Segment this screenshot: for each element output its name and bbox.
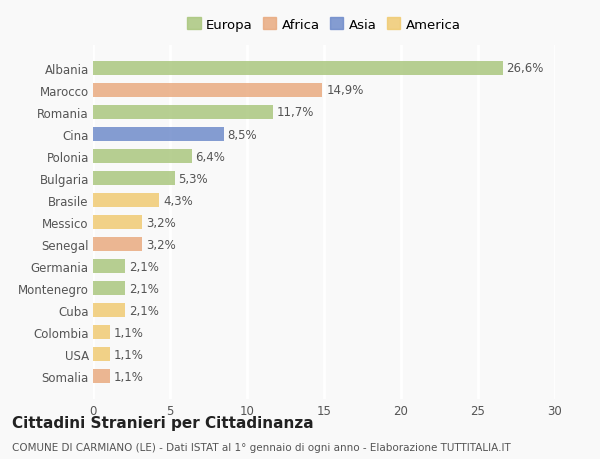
Bar xyxy=(93,347,110,361)
Text: 2,1%: 2,1% xyxy=(129,304,159,317)
Text: 2,1%: 2,1% xyxy=(129,282,159,295)
Text: 1,1%: 1,1% xyxy=(114,370,143,383)
Bar xyxy=(93,282,125,295)
Text: 11,7%: 11,7% xyxy=(277,106,314,119)
Bar xyxy=(93,172,175,185)
Bar xyxy=(93,304,125,317)
Bar xyxy=(93,84,322,98)
Text: 4,3%: 4,3% xyxy=(163,194,193,207)
Text: 2,1%: 2,1% xyxy=(129,260,159,273)
Text: COMUNE DI CARMIANO (LE) - Dati ISTAT al 1° gennaio di ogni anno - Elaborazione T: COMUNE DI CARMIANO (LE) - Dati ISTAT al … xyxy=(12,442,511,452)
Bar xyxy=(93,194,159,207)
Text: 3,2%: 3,2% xyxy=(146,238,176,251)
Text: 6,4%: 6,4% xyxy=(196,150,225,163)
Bar xyxy=(93,62,503,76)
Text: 14,9%: 14,9% xyxy=(326,84,364,97)
Legend: Europa, Africa, Asia, America: Europa, Africa, Asia, America xyxy=(184,15,464,36)
Bar xyxy=(93,216,142,230)
Text: 8,5%: 8,5% xyxy=(228,128,257,141)
Bar xyxy=(93,260,125,274)
Bar xyxy=(93,238,142,252)
Text: 5,3%: 5,3% xyxy=(178,172,208,185)
Text: 1,1%: 1,1% xyxy=(114,348,143,361)
Bar xyxy=(93,369,110,383)
Bar xyxy=(93,150,191,163)
Bar xyxy=(93,106,273,119)
Text: 1,1%: 1,1% xyxy=(114,326,143,339)
Bar xyxy=(93,128,224,141)
Text: Cittadini Stranieri per Cittadinanza: Cittadini Stranieri per Cittadinanza xyxy=(12,415,314,431)
Text: 26,6%: 26,6% xyxy=(506,62,544,75)
Text: 3,2%: 3,2% xyxy=(146,216,176,229)
Bar xyxy=(93,326,110,339)
